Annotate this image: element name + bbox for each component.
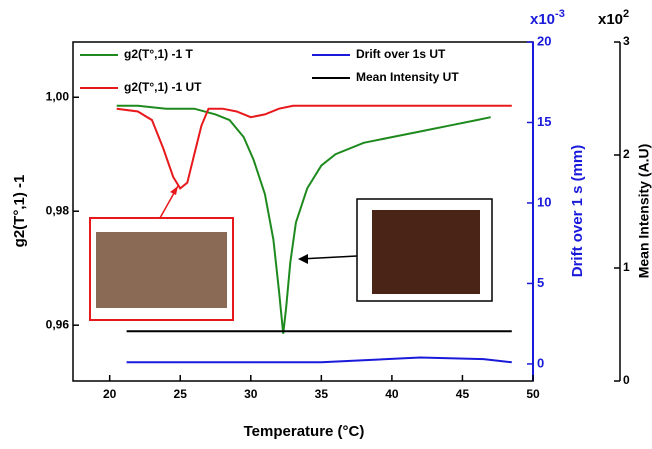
- y2-tick-label: 10: [537, 194, 551, 209]
- y2-tick-label: 0: [537, 355, 544, 370]
- x-tick-label: 45: [456, 387, 470, 401]
- arrow-head: [298, 254, 308, 264]
- y-tick-label: 1,00: [46, 89, 70, 103]
- arrow-head: [170, 186, 178, 195]
- y-tick-label: 0,96: [46, 317, 70, 331]
- y2-scale-base: x10: [530, 11, 555, 28]
- photo-chocolate: [372, 210, 480, 294]
- legend-label: g2(T°,1) -1 UT: [124, 80, 202, 94]
- legend-label: g2(T°,1) -1 T: [124, 47, 193, 61]
- legend-label: Drift over 1s UT: [356, 47, 446, 61]
- y2-tick-label: 5: [537, 275, 544, 290]
- y3-tick-label: 2: [623, 147, 630, 161]
- y2-scale-exp: -3: [555, 8, 565, 20]
- x-tick-label: 20: [103, 387, 117, 401]
- y-tick-label: 0,98: [46, 203, 70, 217]
- x-tick-label: 40: [385, 387, 399, 401]
- y3-scale-base: x10: [598, 11, 623, 28]
- y2-tick-label: 15: [537, 114, 551, 129]
- y3-tick-label: 3: [623, 34, 630, 48]
- arrow: [299, 255, 358, 260]
- y3-tick-label: 0: [623, 373, 630, 387]
- x-tick-label: 50: [526, 387, 540, 401]
- y2-axis-label: Drift over 1 s (mm): [569, 145, 586, 278]
- y2-scale: x10-3: [530, 8, 565, 28]
- y3-scale-exp: 2: [623, 8, 629, 20]
- x-tick-label: 25: [174, 387, 188, 401]
- x-tick-label: 35: [315, 387, 329, 401]
- photo-bark: [96, 232, 227, 308]
- y3-tick-label: 1: [623, 260, 630, 274]
- legend-label: Mean Intensity UT: [356, 70, 459, 84]
- y3-scale: x102: [598, 8, 629, 28]
- y3-axis-label: Mean Intensity (A.U): [636, 144, 652, 279]
- series-line: [116, 104, 512, 190]
- y2-tick-label: 20: [537, 33, 551, 48]
- series-line: [116, 104, 491, 334]
- x-tick-label: 30: [244, 387, 258, 401]
- x-axis-label: Temperature (°C): [244, 423, 365, 440]
- series-line: [126, 356, 512, 364]
- y-axis-label: g2(T°,1) -1: [11, 175, 28, 248]
